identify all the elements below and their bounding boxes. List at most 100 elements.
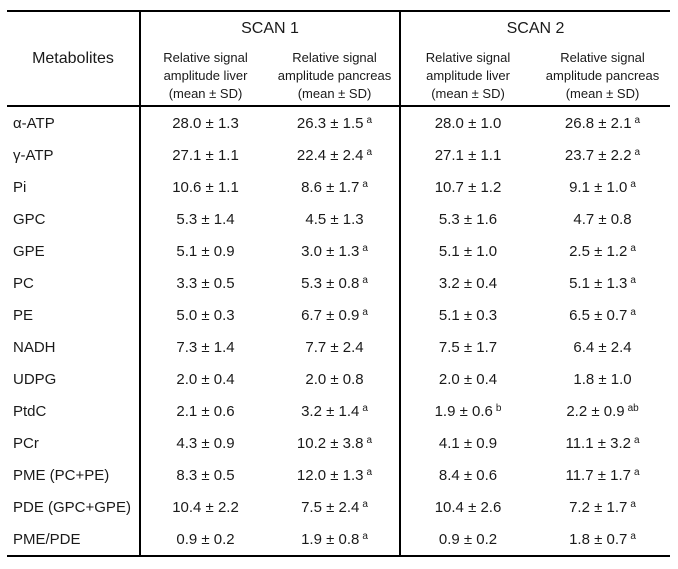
value-text: 11.1 ± 3.2 bbox=[565, 434, 631, 452]
value-text: 7.7 ± 2.4 bbox=[305, 338, 364, 356]
cell-metabolite: GPE bbox=[13, 242, 45, 260]
value-text: 3.2 ± 1.4 bbox=[301, 402, 360, 420]
value-text: 8.6 ± 1.7 bbox=[301, 178, 360, 196]
cell-value: 8.3 ± 0.5 bbox=[139, 459, 270, 491]
cell-value: 5.1 ± 1.0 bbox=[399, 235, 536, 267]
cell-value: 4.1 ± 0.9 bbox=[399, 427, 536, 459]
cell-value: 8.6 ± 1.7 a bbox=[270, 171, 400, 203]
cell-metabolite: PME/PDE bbox=[13, 530, 81, 548]
cell-value: 2.0 ± 0.4 bbox=[399, 363, 536, 395]
cell-value: 3.3 ± 0.5 bbox=[139, 267, 270, 299]
cell-value: 10.6 ± 1.1 bbox=[139, 171, 270, 203]
value-superscript: a bbox=[630, 242, 636, 254]
cell-value: 7.2 ± 1.7 a bbox=[535, 491, 670, 523]
cell-value: 7.7 ± 2.4 bbox=[270, 331, 400, 363]
cell-value: 5.1 ± 1.3 a bbox=[535, 267, 670, 299]
value-superscript: a bbox=[366, 466, 373, 478]
table-row: GPC 5.3 ± 1.4 4.5 ± 1.3 5.3 ± 1.6 4.7 ± … bbox=[7, 203, 670, 235]
cell-value: 28.0 ± 1.0 bbox=[399, 106, 536, 139]
cell-metabolite: α-ATP bbox=[13, 114, 55, 132]
value-text: 5.1 ± 0.9 bbox=[176, 242, 235, 260]
value-superscript: a bbox=[366, 146, 373, 158]
scan1-pancreas-subheader: Relative signal amplitude pancreas (mean… bbox=[277, 49, 392, 101]
cell-value: 1.9 ± 0.6 b bbox=[399, 395, 536, 427]
value-text: 28.0 ± 1.3 bbox=[172, 114, 239, 132]
table-row: PC 3.3 ± 0.5 5.3 ± 0.8 a 3.2 ± 0.4 5.1 ± … bbox=[7, 267, 670, 299]
value-text: 5.3 ± 1.6 bbox=[438, 210, 498, 228]
value-superscript: a bbox=[362, 402, 368, 414]
value-superscript: a bbox=[362, 306, 368, 318]
cell-value: 4.7 ± 0.8 bbox=[535, 203, 670, 235]
value-text: 1.8 ± 1.0 bbox=[573, 370, 632, 388]
cell-value: 7.5 ± 1.7 bbox=[399, 331, 536, 363]
cell-value: 2.0 ± 0.8 bbox=[270, 363, 400, 395]
value-text: 1.9 ± 0.8 bbox=[301, 530, 360, 548]
value-superscript: a bbox=[630, 498, 636, 510]
value-text: 9.1 ± 1.0 bbox=[569, 178, 628, 196]
cell-value: 27.1 ± 1.1 bbox=[399, 139, 536, 171]
cell-metabolite: PC bbox=[13, 274, 34, 292]
cell-metabolite: UDPG bbox=[13, 370, 57, 388]
cell-value: 5.3 ± 0.8 a bbox=[270, 267, 400, 299]
cell-value: 2.2 ± 0.9 ab bbox=[535, 395, 670, 427]
cell-value: 2.1 ± 0.6 bbox=[139, 395, 270, 427]
scan2-header: SCAN 2 bbox=[399, 11, 671, 46]
value-text: 4.3 ± 0.9 bbox=[176, 434, 235, 452]
value-text: 1.8 ± 0.7 bbox=[569, 530, 628, 548]
table-row: NADH 7.3 ± 1.4 7.7 ± 2.4 7.5 ± 1.7 6.4 ±… bbox=[7, 331, 670, 363]
value-superscript: a bbox=[634, 146, 641, 158]
cell-value: 10.7 ± 1.2 bbox=[399, 171, 536, 203]
value-superscript: a bbox=[366, 114, 373, 126]
cell-value: 0.9 ± 0.2 bbox=[399, 523, 536, 556]
value-text: 2.0 ± 0.4 bbox=[176, 370, 235, 388]
value-superscript: a bbox=[362, 498, 368, 510]
cell-value: 28.0 ± 1.3 bbox=[139, 106, 270, 139]
value-text: 23.7 ± 2.2 bbox=[564, 146, 632, 164]
value-superscript: ab bbox=[627, 402, 639, 414]
cell-value: 23.7 ± 2.2 a bbox=[535, 139, 670, 171]
table-row: UDPG 2.0 ± 0.4 2.0 ± 0.8 2.0 ± 0.4 1.8 ±… bbox=[7, 363, 670, 395]
cell-metabolite: PCr bbox=[13, 434, 39, 452]
value-text: 2.0 ± 0.4 bbox=[438, 370, 498, 388]
value-text: 6.4 ± 2.4 bbox=[573, 338, 632, 356]
cell-value: 10.4 ± 2.6 bbox=[399, 491, 536, 523]
value-text: 5.0 ± 0.3 bbox=[176, 306, 235, 324]
cell-value: 22.4 ± 2.4 a bbox=[270, 139, 400, 171]
metabolites-column-header: Metabolites bbox=[32, 49, 114, 67]
value-text: 26.8 ± 2.1 bbox=[564, 114, 632, 132]
value-text: 10.7 ± 1.2 bbox=[434, 178, 502, 196]
value-text: 3.2 ± 0.4 bbox=[438, 274, 498, 292]
value-text: 5.1 ± 1.3 bbox=[569, 274, 628, 292]
value-superscript: a bbox=[634, 114, 641, 126]
value-superscript: b bbox=[495, 402, 502, 414]
scan2-liver-subheader: Relative signal amplitude liver (mean ± … bbox=[399, 46, 536, 106]
value-superscript: a bbox=[630, 306, 636, 318]
value-superscript: a bbox=[630, 530, 636, 542]
table-row: α-ATP 28.0 ± 1.3 26.3 ± 1.5 a 28.0 ± 1.0 … bbox=[7, 106, 670, 139]
scan2-pancreas-subheader: Relative signal amplitude pancreas (mean… bbox=[545, 49, 660, 101]
value-text: 2.5 ± 1.2 bbox=[569, 242, 628, 260]
cell-metabolite: PME (PC+PE) bbox=[13, 466, 110, 484]
value-text: 10.4 ± 2.6 bbox=[434, 498, 502, 516]
cell-value: 5.3 ± 1.6 bbox=[399, 203, 536, 235]
cell-value: 6.5 ± 0.7 a bbox=[535, 299, 670, 331]
cell-metabolite: GPC bbox=[13, 210, 46, 228]
table-row: PtdC 2.1 ± 0.6 3.2 ± 1.4 a 1.9 ± 0.6 b 2.2… bbox=[7, 395, 670, 427]
cell-metabolite: PtdC bbox=[13, 402, 47, 420]
cell-value: 9.1 ± 1.0 a bbox=[535, 171, 670, 203]
value-text: 22.4 ± 2.4 bbox=[296, 146, 364, 164]
cell-value: 3.2 ± 0.4 bbox=[399, 267, 536, 299]
cell-value: 2.5 ± 1.2 a bbox=[535, 235, 670, 267]
table-row: PE 5.0 ± 0.3 6.7 ± 0.9 a 5.1 ± 0.3 6.5 ± … bbox=[7, 299, 670, 331]
value-text: 5.3 ± 0.8 bbox=[301, 274, 360, 292]
value-text: 28.0 ± 1.0 bbox=[434, 114, 502, 132]
value-text: 10.6 ± 1.1 bbox=[172, 178, 239, 196]
table-row: GPE 5.1 ± 0.9 3.0 ± 1.3 a 5.1 ± 1.0 2.5 ±… bbox=[7, 235, 670, 267]
table-header: Metabolites SCAN 1 SCAN 2 Relative signa… bbox=[7, 11, 671, 106]
metabolites-table: Metabolites SCAN 1 SCAN 2 Relative signa… bbox=[7, 10, 671, 557]
subheader-row: Relative signal amplitude liver (mean ± … bbox=[7, 46, 670, 106]
cell-value: 27.1 ± 1.1 bbox=[139, 139, 270, 171]
value-text: 10.2 ± 3.8 bbox=[296, 434, 364, 452]
cell-value: 0.9 ± 0.2 bbox=[139, 523, 270, 556]
cell-value: 11.1 ± 3.2 a bbox=[535, 427, 670, 459]
